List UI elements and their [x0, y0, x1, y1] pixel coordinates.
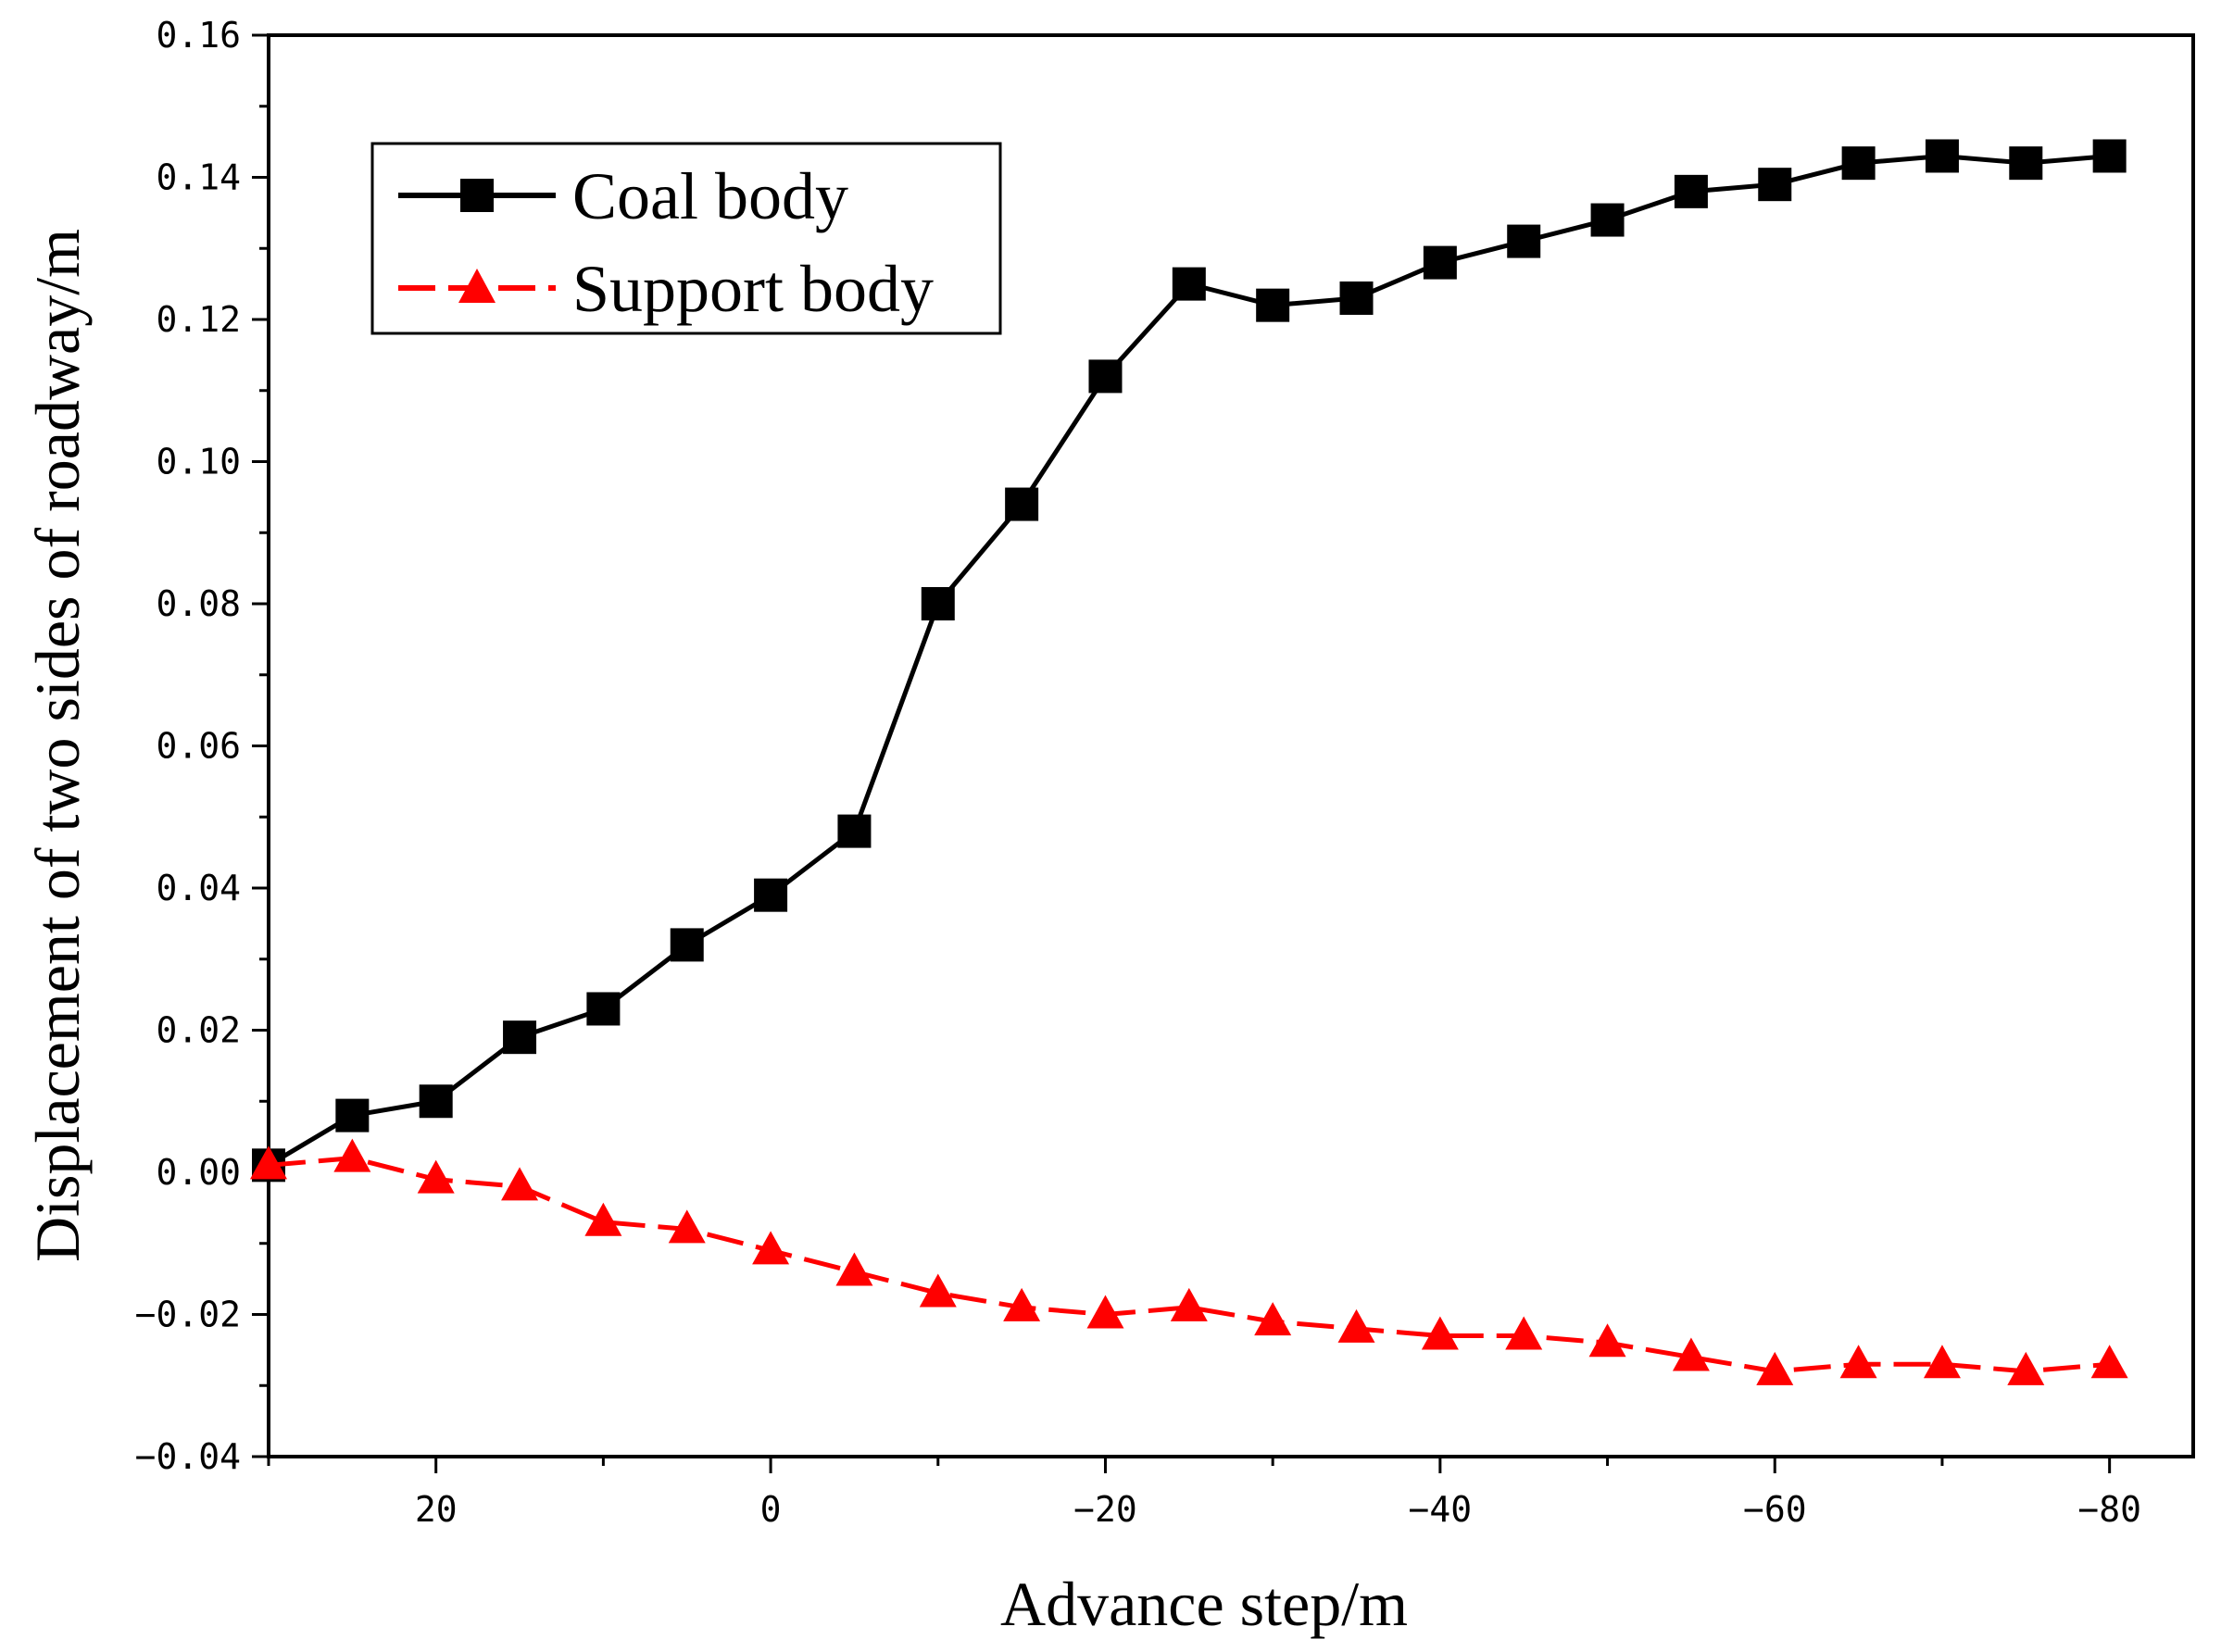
x-tick-label: 0: [760, 1489, 782, 1530]
data-point-support-body: [1170, 1287, 1208, 1321]
data-point-coal-body: [335, 1098, 370, 1133]
data-point-support-body: [835, 1252, 873, 1286]
data-point-coal-body: [1758, 168, 1792, 202]
data-point-support-body: [1839, 1345, 1877, 1379]
data-point-coal-body: [1507, 224, 1541, 258]
x-tick-label: 20: [415, 1489, 458, 1530]
data-point-support-body: [501, 1167, 539, 1201]
data-point-support-body: [1588, 1323, 1626, 1358]
data-point-coal-body: [419, 1084, 453, 1119]
data-point-coal-body: [1925, 139, 1959, 173]
y-tick-label: 0.16: [156, 15, 241, 56]
y-tick-labels: −0.04 −0.02 0.00 0.02 0.04 0.06 0.08 0.10 0.12 0.…: [135, 15, 241, 1477]
data-point-support-body: [752, 1231, 790, 1265]
legend: Coal body Support body: [370, 142, 1002, 335]
data-point-support-body: [1672, 1337, 1710, 1371]
data-point-coal-body: [670, 928, 704, 962]
data-point-support-body: [1003, 1287, 1041, 1321]
data-point-coal-body: [1256, 288, 1290, 322]
y-tick-label: 0.12: [156, 299, 241, 340]
data-point-support-body: [584, 1202, 622, 1236]
data-point-coal-body: [1088, 359, 1123, 394]
data-point-support-body: [1756, 1351, 1794, 1385]
series-line-support-body: [268, 1156, 2110, 1374]
data-point-support-body: [1254, 1302, 1292, 1336]
legend-label-coal-body: Coal body: [572, 159, 848, 233]
data-point-coal-body: [1841, 146, 1876, 181]
data-point-support-body: [1923, 1345, 1961, 1379]
legend-box: [370, 142, 1002, 335]
y-tick-label: 0.04: [156, 868, 241, 908]
data-point-coal-body: [1172, 267, 1206, 301]
data-point-support-body: [2007, 1351, 2045, 1385]
legend-marker-support-body: [458, 269, 496, 303]
data-point-support-body: [417, 1159, 455, 1194]
data-point-coal-body: [2009, 146, 2043, 181]
data-point-support-body: [250, 1145, 287, 1180]
data-point-support-body: [1421, 1316, 1459, 1350]
data-point-coal-body: [754, 878, 788, 912]
data-point-support-body: [1337, 1308, 1375, 1343]
data-point-support-body: [333, 1138, 371, 1172]
x-tick-label: −80: [2077, 1489, 2141, 1530]
data-point-coal-body: [837, 814, 872, 848]
data-point-support-body: [2090, 1345, 2128, 1379]
y-tick-label: 0.06: [156, 726, 241, 767]
data-point-coal-body: [1674, 174, 1708, 208]
x-tick-label: −20: [1073, 1489, 1137, 1530]
series-layer: [250, 139, 2128, 1385]
y-tick-label: −0.02: [135, 1295, 241, 1335]
y-tick-label: 0.08: [156, 583, 241, 624]
x-tick-label: −40: [1409, 1489, 1473, 1530]
series-support-body: [250, 1138, 2128, 1385]
legend-marker-coal-body: [460, 179, 494, 212]
data-point-support-body: [1086, 1295, 1124, 1329]
x-axis-title: Advance step/m: [1000, 1569, 1408, 1639]
y-tick-label: 0.14: [156, 157, 241, 198]
y-tick-label: −0.04: [135, 1436, 241, 1477]
legend-label-support-body: Support body: [572, 252, 934, 326]
data-point-coal-body: [2092, 139, 2127, 173]
data-point-coal-body: [1005, 487, 1039, 521]
data-point-coal-body: [1339, 281, 1374, 315]
x-tick-label: −60: [1743, 1489, 1807, 1530]
x-tick-labels: 20 0 −20 −40 −60 −80: [415, 1489, 2141, 1530]
data-point-coal-body: [1423, 245, 1457, 280]
axis-ticks: [252, 33, 2112, 1473]
data-point-coal-body: [921, 587, 955, 620]
data-point-coal-body: [503, 1020, 537, 1055]
y-tick-label: 0.02: [156, 1010, 241, 1051]
data-point-support-body: [919, 1273, 957, 1308]
data-point-support-body: [668, 1209, 706, 1244]
data-point-support-body: [1505, 1316, 1543, 1350]
data-point-coal-body: [586, 992, 621, 1026]
data-point-coal-body: [1590, 203, 1625, 237]
y-tick-label: 0.00: [156, 1152, 241, 1193]
y-tick-label: 0.10: [156, 442, 241, 482]
y-axis-title: Displacement of two sides of roadway/m: [22, 229, 93, 1262]
